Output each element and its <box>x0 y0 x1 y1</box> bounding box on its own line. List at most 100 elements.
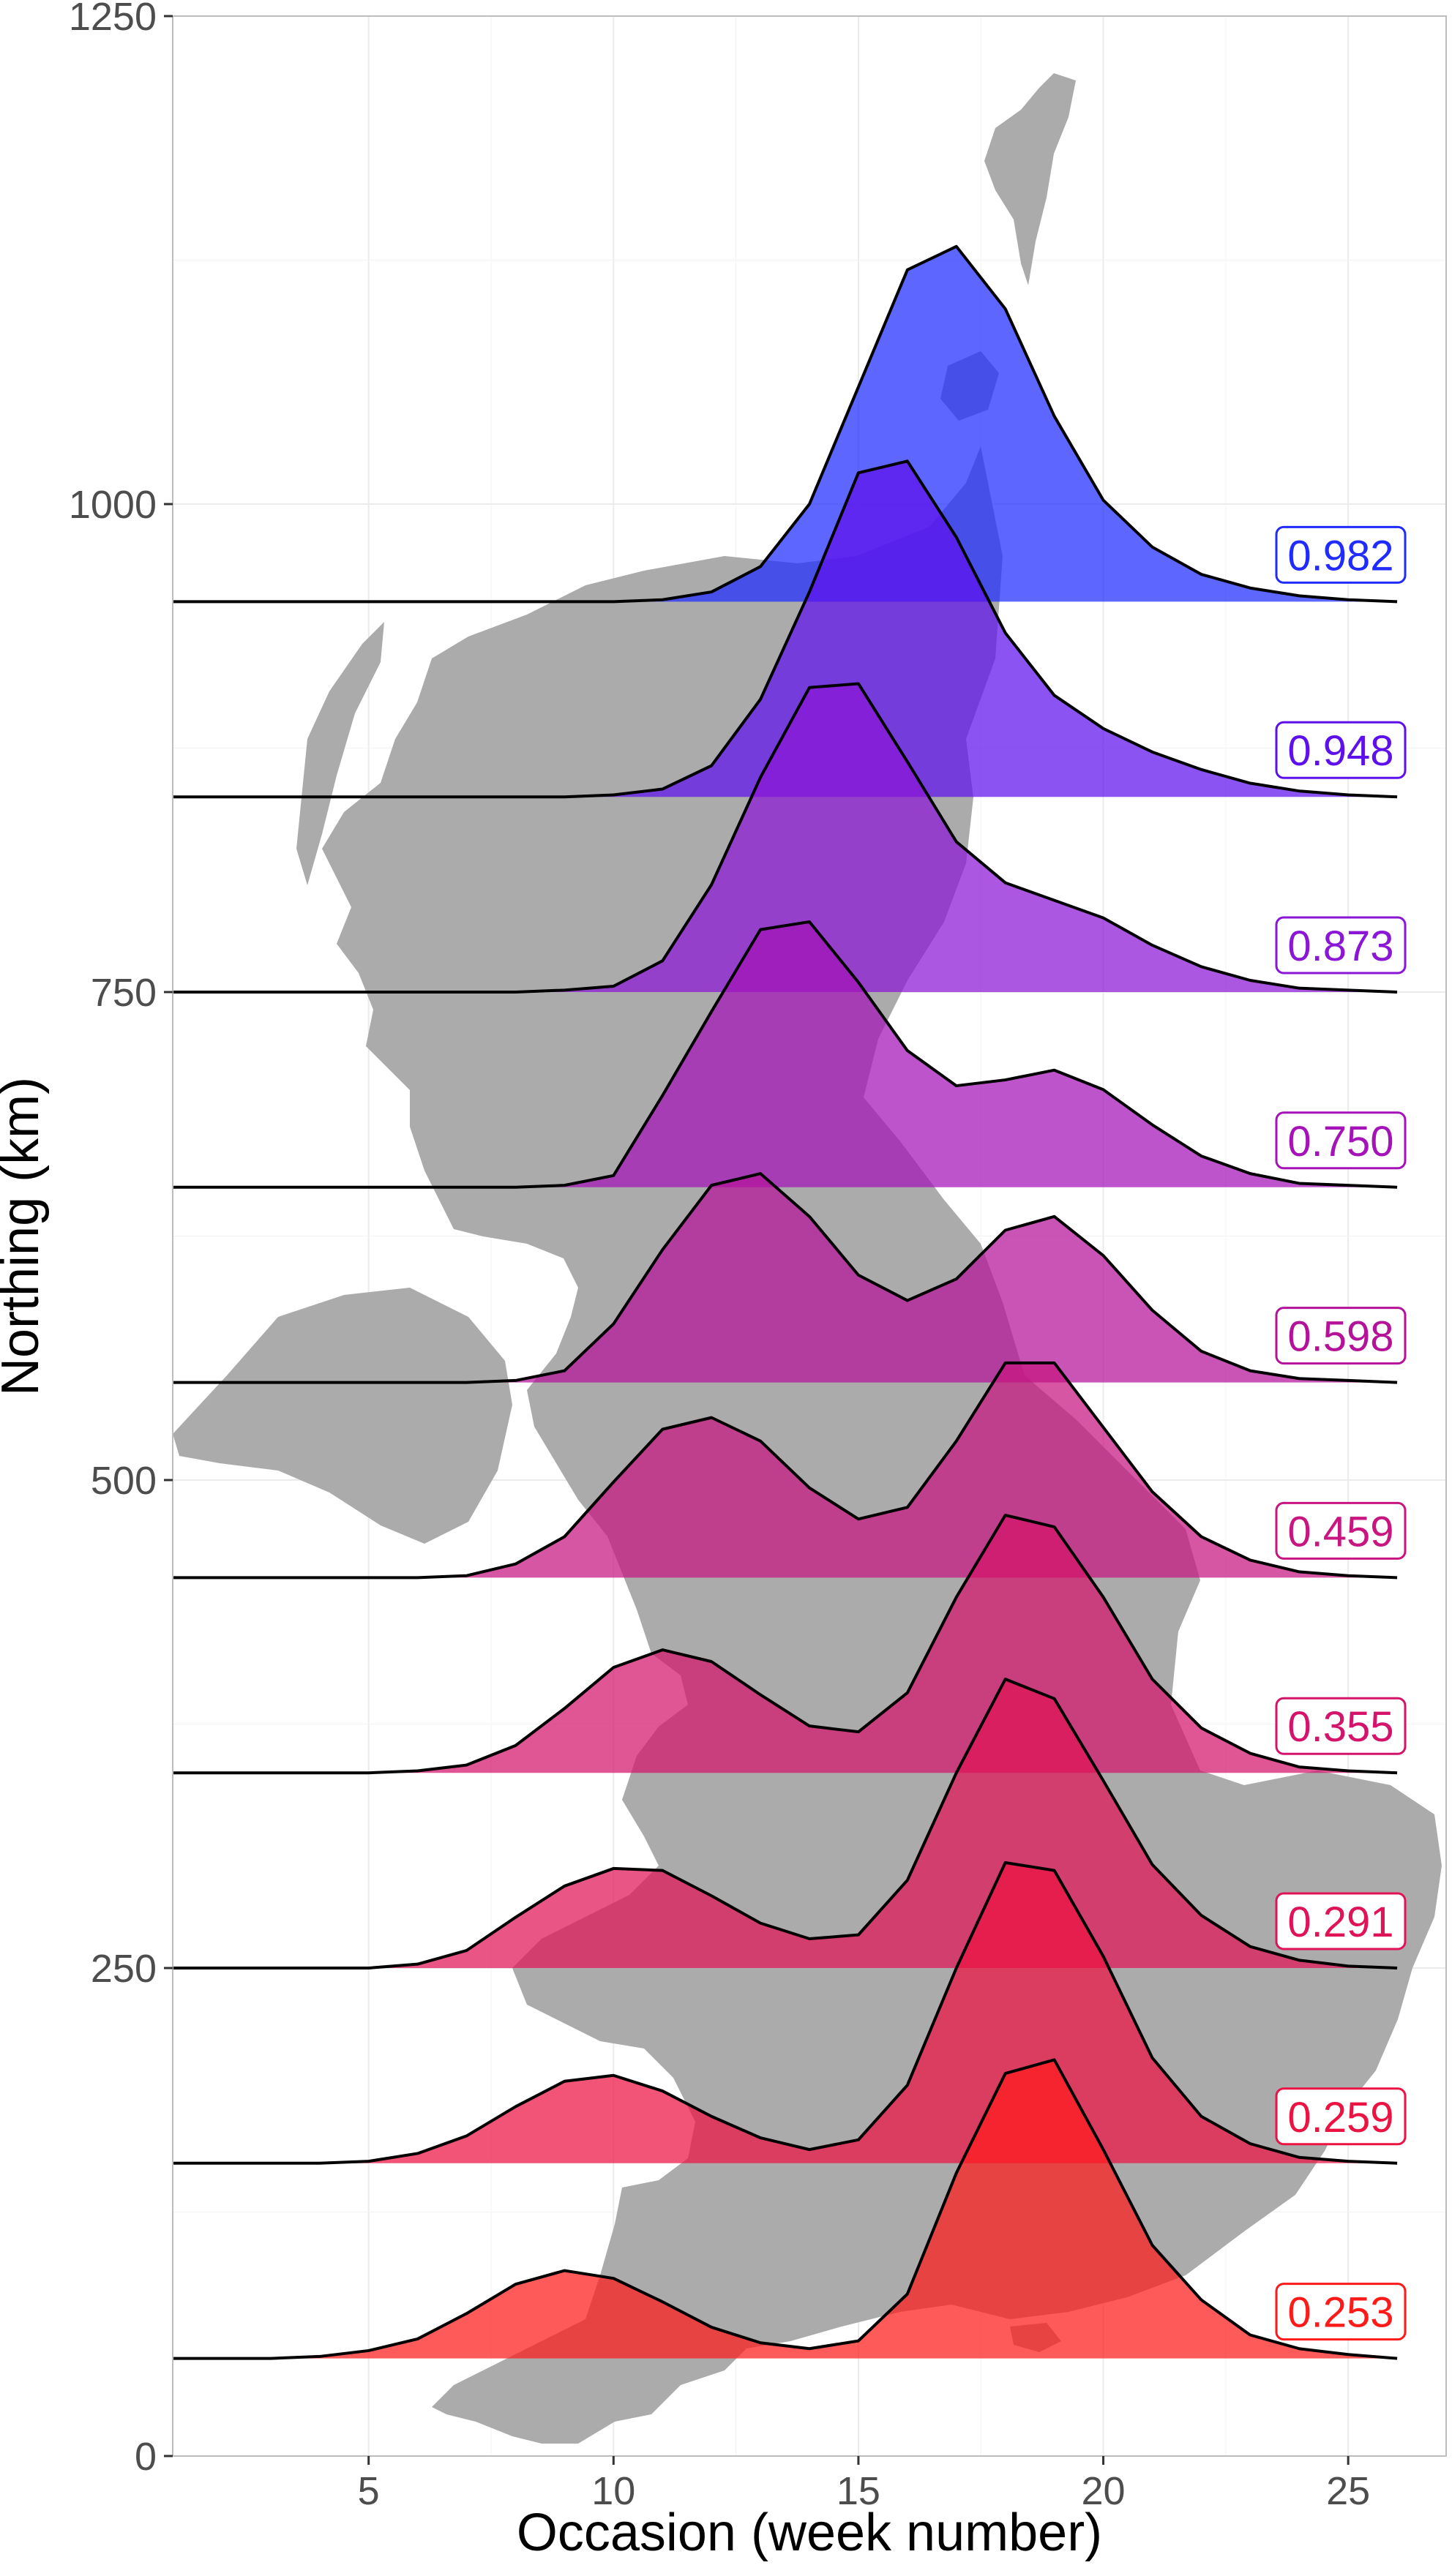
ridge-point <box>1200 1154 1202 1157</box>
ridge-point <box>612 1666 615 1669</box>
ridge-point <box>1053 1869 1056 1872</box>
ridge-series-9 <box>173 1860 1398 2165</box>
ridge-point <box>1200 768 1202 771</box>
ridge-point <box>857 1274 860 1277</box>
ridge-point <box>710 765 713 767</box>
ridge-point <box>269 991 272 994</box>
ridge-point <box>1150 944 1153 947</box>
ridge-point <box>955 1440 958 1443</box>
ridge-point <box>269 2357 272 2360</box>
ridge-point <box>1200 573 1202 576</box>
ridge-point <box>1347 794 1350 797</box>
ridge-point <box>1347 988 1350 991</box>
ridge-line <box>173 1514 1398 1775</box>
ridge-value-labels: 0.982 0.948 0.873 0.750 0.598 0.459 0.355 0.291… <box>1275 525 1407 2341</box>
ridge-point <box>1102 917 1105 920</box>
ridge-point <box>318 600 321 603</box>
ridge-point <box>1396 2357 1399 2360</box>
ridge-line <box>173 2058 1398 2360</box>
ridge-point <box>661 1648 664 1651</box>
ridge-point <box>857 682 860 685</box>
ridge-point <box>563 1370 566 1373</box>
ridge-point <box>1298 1377 1301 1380</box>
ridge-series-1 <box>173 244 1398 604</box>
ridge-point <box>906 1879 909 1882</box>
ridge-point <box>661 959 664 962</box>
ridge-point <box>367 991 370 994</box>
ridge-point <box>1102 2148 1105 2151</box>
ridge-point <box>1102 1955 1105 1958</box>
ridge-value-label-6: 0.459 <box>1275 1501 1407 1560</box>
ridge-line <box>173 459 1398 799</box>
ridge-line <box>173 1172 1398 1384</box>
x-tick-label: 20 <box>1081 2469 1125 2513</box>
ridge-point <box>1150 1309 1153 1312</box>
ridge-point <box>661 1869 664 1872</box>
label-text: 0.982 <box>1287 532 1393 579</box>
ridge-point <box>759 928 762 931</box>
ridge-point <box>1200 1914 1202 1917</box>
ridge-point <box>857 2138 860 2141</box>
ridge-point <box>1249 979 1251 982</box>
ridge-point <box>220 795 223 798</box>
ridge-area <box>173 921 1398 1187</box>
ridge-point <box>1347 1379 1350 1382</box>
ridge-point <box>955 536 958 538</box>
ridge-point <box>1396 795 1399 798</box>
ridge-line <box>173 244 1398 604</box>
ridge-point <box>612 600 615 603</box>
ridge-point <box>416 1576 419 1579</box>
ridge-value-label-8: 0.291 <box>1275 1892 1407 1950</box>
ridge-point <box>808 920 811 923</box>
x-tick-label: 15 <box>837 2469 880 2513</box>
ridge-point <box>1298 1765 1301 1768</box>
ridge-series-5 <box>173 1172 1398 1384</box>
ridge-point <box>1004 1228 1007 1231</box>
y-tick-label: 0 <box>135 2435 157 2479</box>
ridge-point <box>612 2277 615 2280</box>
ridge-point <box>269 1186 272 1189</box>
ridge-point <box>710 1184 713 1187</box>
ridge-point <box>955 1596 958 1599</box>
ridge-point <box>1150 1678 1153 1681</box>
ridge-point <box>1249 1752 1251 1755</box>
ridge-point <box>1004 1362 1007 1364</box>
ridge-point <box>465 1764 468 1767</box>
ridge-point <box>1102 1088 1105 1091</box>
ridge-point <box>465 991 468 994</box>
ridge-point <box>906 1506 909 1509</box>
ridge-point <box>612 1481 615 1484</box>
ridge-point <box>318 1771 321 1774</box>
ridge-point <box>1053 1215 1056 1218</box>
ridge-point <box>1053 1525 1056 1528</box>
ridge-point <box>906 269 909 271</box>
ridge-point <box>1150 2244 1153 2247</box>
ridge-point <box>857 471 860 474</box>
ridge-value-label-4: 0.750 <box>1275 1111 1407 1170</box>
label-text: 0.948 <box>1287 727 1393 775</box>
ridge-point <box>318 991 321 994</box>
ridge-point <box>269 1576 272 1579</box>
ridge-point <box>563 988 566 991</box>
ridge-point <box>416 1381 419 1384</box>
ridge-value-label-3: 0.873 <box>1275 916 1407 975</box>
ridge-point <box>220 1967 223 1969</box>
label-box <box>1275 525 1407 584</box>
x-tick-label: 25 <box>1326 2469 1370 2513</box>
ridge-point <box>857 386 860 388</box>
ridge-point <box>955 841 958 844</box>
ridge-point <box>1396 1771 1399 1774</box>
label-text: 0.259 <box>1287 2094 1393 2141</box>
y-tick-label: 1250 <box>69 0 157 39</box>
ridge-point <box>906 2293 909 2296</box>
ridge-point <box>808 503 811 506</box>
ridge-point <box>710 590 713 593</box>
ridge-point <box>1200 1535 1202 1538</box>
ridge-point <box>1347 1770 1350 1773</box>
ridge-value-label-7: 0.355 <box>1275 1697 1407 1755</box>
ridge-point <box>367 795 370 798</box>
y-tick-label: 1000 <box>69 483 157 527</box>
ridge-point <box>465 600 468 603</box>
ridge-point <box>318 1967 321 1969</box>
